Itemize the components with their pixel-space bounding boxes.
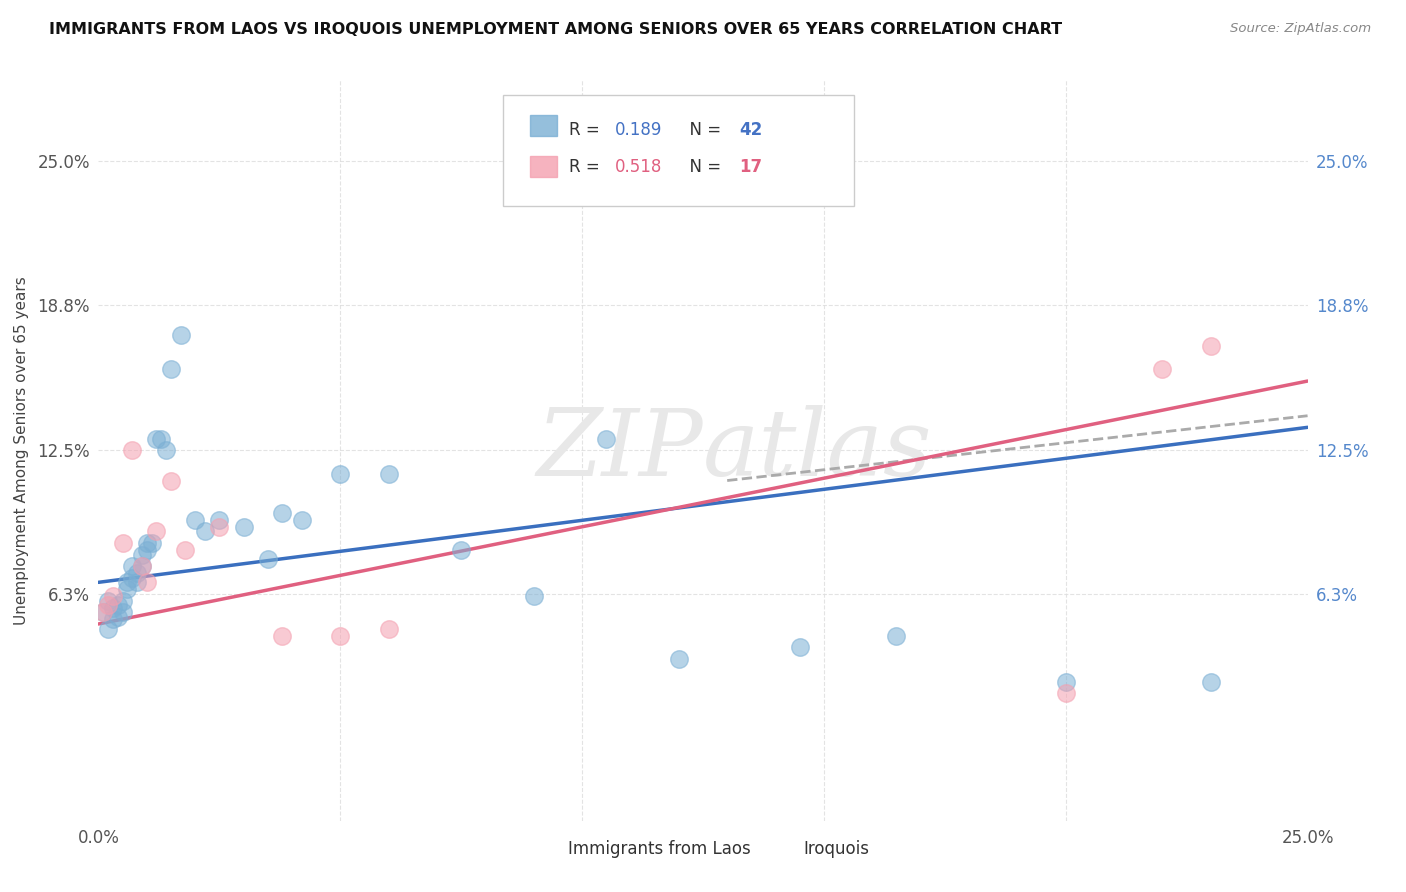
- Point: [160, 362, 183, 376]
- Point: [169, 327, 191, 342]
- Point: [329, 467, 352, 481]
- Point: [111, 606, 134, 620]
- Point: [101, 600, 124, 615]
- Text: 17: 17: [740, 158, 762, 176]
- Point: [668, 651, 690, 665]
- Point: [155, 443, 177, 458]
- Point: [117, 575, 139, 590]
- Point: [145, 432, 167, 446]
- Text: 0.518: 0.518: [614, 158, 662, 176]
- Point: [97, 594, 120, 608]
- Point: [101, 589, 124, 603]
- Point: [256, 552, 278, 566]
- FancyBboxPatch shape: [530, 156, 557, 177]
- Point: [789, 640, 811, 654]
- Point: [377, 622, 399, 636]
- Point: [160, 474, 183, 488]
- Point: [232, 520, 254, 534]
- Text: 0.189: 0.189: [614, 121, 662, 139]
- Point: [131, 559, 153, 574]
- Point: [208, 513, 231, 527]
- Text: R =: R =: [569, 158, 605, 176]
- Point: [111, 536, 134, 550]
- Point: [97, 599, 120, 613]
- Point: [135, 536, 157, 550]
- Text: N =: N =: [679, 158, 725, 176]
- Point: [127, 575, 149, 590]
- Point: [111, 594, 134, 608]
- Point: [117, 582, 139, 597]
- Text: ZIP: ZIP: [536, 406, 703, 495]
- Point: [107, 610, 129, 624]
- Point: [97, 622, 120, 636]
- Text: R =: R =: [569, 121, 605, 139]
- Point: [1054, 686, 1077, 700]
- Y-axis label: Unemployment Among Seniors over 65 years: Unemployment Among Seniors over 65 years: [14, 277, 30, 624]
- Point: [174, 543, 197, 558]
- Point: [450, 543, 472, 558]
- Point: [131, 559, 153, 574]
- Point: [271, 628, 294, 642]
- Point: [886, 628, 908, 642]
- Point: [1199, 339, 1222, 353]
- Point: [377, 467, 399, 481]
- Text: atlas: atlas: [703, 406, 932, 495]
- Point: [208, 520, 231, 534]
- Point: [107, 599, 129, 613]
- Point: [329, 628, 352, 642]
- Point: [194, 524, 217, 539]
- Point: [1152, 362, 1174, 376]
- Point: [131, 548, 153, 562]
- Point: [91, 606, 114, 620]
- Text: Iroquois: Iroquois: [803, 839, 869, 858]
- Point: [1054, 674, 1077, 689]
- Point: [523, 589, 546, 603]
- Point: [141, 536, 163, 550]
- Point: [101, 612, 124, 626]
- Point: [135, 543, 157, 558]
- FancyBboxPatch shape: [530, 115, 557, 136]
- Text: Immigrants from Laos: Immigrants from Laos: [568, 839, 751, 858]
- Text: 42: 42: [740, 121, 762, 139]
- Point: [595, 432, 617, 446]
- Point: [184, 513, 207, 527]
- Point: [135, 575, 157, 590]
- Point: [121, 443, 143, 458]
- Point: [271, 506, 294, 520]
- Point: [1199, 674, 1222, 689]
- Point: [127, 566, 149, 580]
- FancyBboxPatch shape: [503, 95, 855, 206]
- Point: [145, 524, 167, 539]
- Text: N =: N =: [679, 121, 725, 139]
- Point: [121, 559, 143, 574]
- Text: Source: ZipAtlas.com: Source: ZipAtlas.com: [1230, 22, 1371, 36]
- Point: [121, 571, 143, 585]
- FancyBboxPatch shape: [534, 843, 561, 862]
- Point: [91, 606, 114, 620]
- Text: IMMIGRANTS FROM LAOS VS IROQUOIS UNEMPLOYMENT AMONG SENIORS OVER 65 YEARS CORREL: IMMIGRANTS FROM LAOS VS IROQUOIS UNEMPLO…: [49, 22, 1063, 37]
- Point: [150, 432, 173, 446]
- Point: [290, 513, 312, 527]
- FancyBboxPatch shape: [769, 843, 796, 862]
